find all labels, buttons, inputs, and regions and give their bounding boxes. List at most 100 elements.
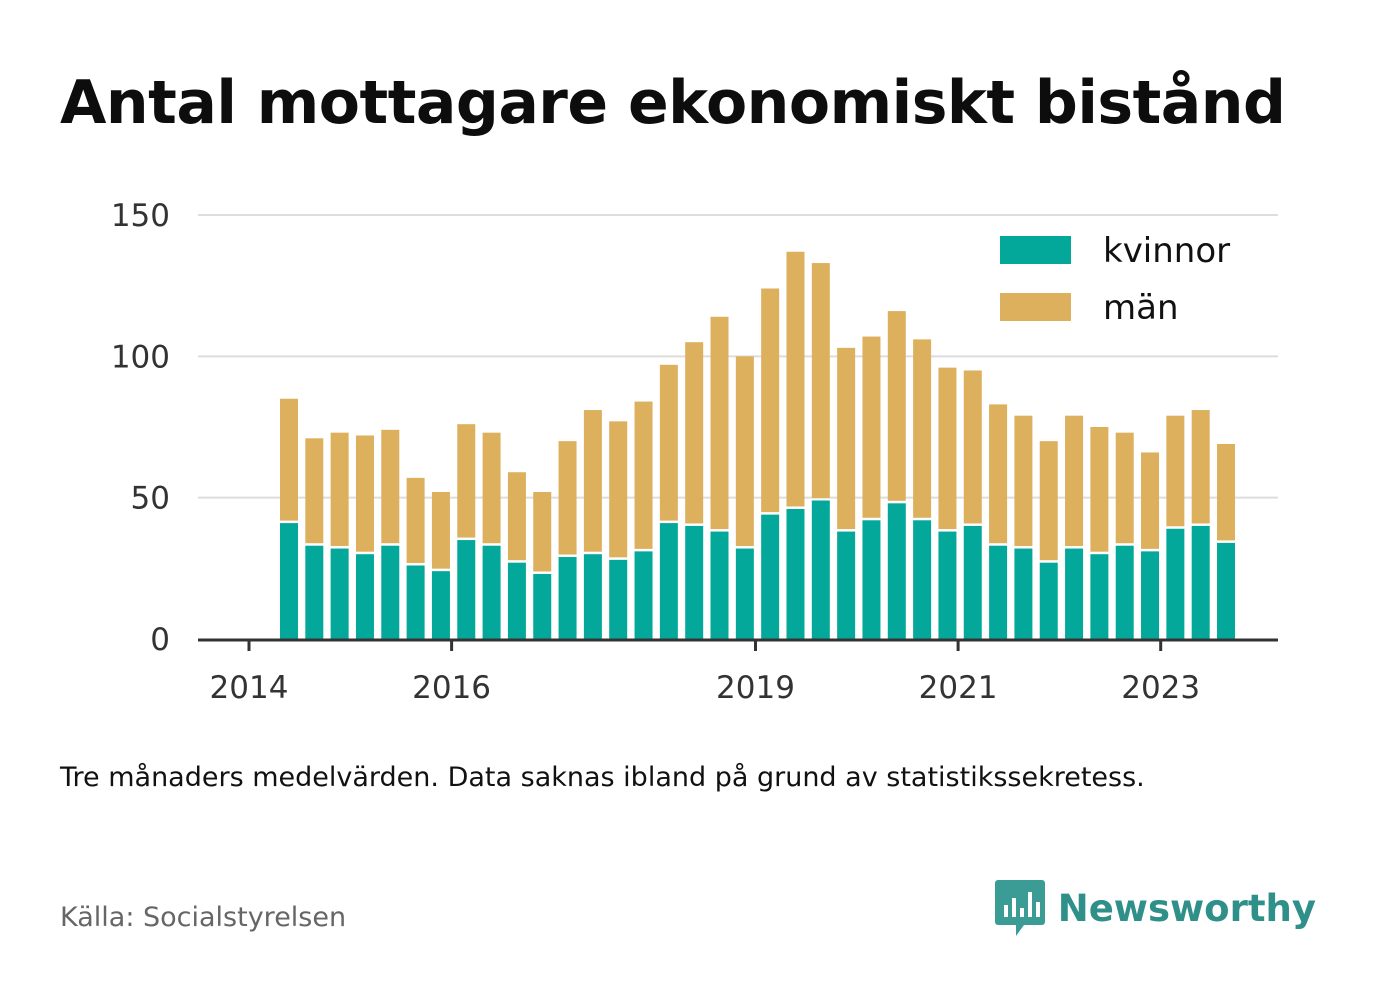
bar-kvinnor — [279, 523, 298, 639]
bar-man — [431, 492, 450, 569]
bar-kvinnor — [1166, 528, 1185, 639]
bar-kvinnor — [1191, 525, 1210, 639]
bar-kvinnor — [1115, 545, 1134, 639]
bar-kvinnor — [1039, 562, 1058, 639]
bar-man — [305, 438, 324, 544]
bar-kvinnor — [507, 562, 526, 639]
bar-kvinnor — [533, 573, 552, 639]
bar-man — [1166, 415, 1185, 527]
bar-man — [457, 424, 476, 538]
bar-man — [887, 311, 906, 501]
bar-kvinnor — [811, 500, 830, 639]
bar-man — [659, 364, 678, 521]
bar-kvinnor — [634, 551, 653, 639]
bar-man — [837, 347, 856, 530]
y-tick-label: 100 — [111, 339, 170, 375]
bar-kvinnor — [609, 559, 628, 639]
bar-kvinnor — [558, 557, 577, 639]
bar-kvinnor — [963, 525, 982, 639]
x-tick-label: 2014 — [210, 670, 289, 706]
bar-man — [710, 316, 729, 530]
bar-man — [558, 441, 577, 555]
bar-kvinnor — [1141, 551, 1160, 639]
bar-man — [761, 288, 780, 513]
legend: kvinnor män — [1000, 231, 1230, 328]
y-tick-label: 0 — [150, 622, 170, 658]
bar-man — [1039, 441, 1058, 561]
bar-man — [533, 492, 552, 572]
bar-man — [963, 370, 982, 524]
bar-man — [1115, 432, 1134, 544]
bar-man — [735, 356, 754, 547]
bar-man — [862, 336, 881, 518]
bar-man — [989, 404, 1008, 544]
bar-man — [938, 367, 957, 530]
bar-kvinnor — [913, 520, 932, 639]
x-tick-label: 2021 — [919, 670, 998, 706]
legend-label: kvinnor — [1103, 231, 1230, 271]
bar-man — [355, 435, 374, 552]
bar-kvinnor — [482, 545, 501, 639]
bar-kvinnor — [305, 545, 324, 639]
bar-kvinnor — [1014, 548, 1033, 639]
y-tick-label: 50 — [131, 481, 170, 517]
bar-man — [330, 432, 349, 547]
bar-kvinnor — [583, 554, 602, 639]
bar-kvinnor — [761, 514, 780, 639]
bar-kvinnor — [989, 545, 1008, 639]
x-axis: 2014 2016 2019 2021 2023 — [198, 638, 1278, 706]
x-tick-label: 2023 — [1121, 670, 1200, 706]
bar-man — [913, 339, 932, 518]
bar-man — [1191, 410, 1210, 524]
bar-man — [1090, 427, 1109, 552]
brand-name: Newsworthy — [1057, 886, 1316, 930]
bar-man — [279, 398, 298, 521]
bar-kvinnor — [1217, 542, 1236, 639]
bar-kvinnor — [938, 531, 957, 639]
bar-man — [685, 342, 704, 524]
chart-note: Tre månaders medelvärden. Data saknas ib… — [60, 762, 1145, 793]
bar-kvinnor — [1090, 554, 1109, 639]
bar-kvinnor — [887, 503, 906, 639]
bar-man — [1141, 452, 1160, 549]
bar-man — [381, 429, 400, 544]
legend-label: män — [1103, 288, 1179, 328]
bar-man — [634, 401, 653, 549]
bar-kvinnor — [1065, 548, 1084, 639]
bar-kvinnor — [355, 554, 374, 639]
bars — [279, 251, 1236, 639]
bar-man — [786, 251, 805, 507]
x-tick-label: 2016 — [412, 670, 491, 706]
bar-kvinnor — [710, 531, 729, 639]
bar-man — [583, 410, 602, 552]
bar-man — [1065, 415, 1084, 547]
bar-man — [811, 263, 830, 498]
y-axis-ticks: 0 50 100 150 — [111, 198, 170, 658]
x-tick-label: 2019 — [716, 670, 795, 706]
bar-man — [609, 421, 628, 558]
bar-kvinnor — [862, 520, 881, 639]
bar-man — [406, 477, 425, 564]
source-text: Källa: Socialstyrelsen — [60, 902, 347, 933]
bar-man — [482, 432, 501, 544]
bar-kvinnor — [659, 523, 678, 639]
brand: Newsworthy — [994, 878, 1316, 938]
chart-title: Antal mottagare ekonomiskt bistånd — [60, 68, 1286, 138]
legend-swatch — [1000, 236, 1071, 264]
newsworthy-logo-icon — [994, 880, 1045, 936]
bar-kvinnor — [685, 525, 704, 639]
bar-kvinnor — [837, 531, 856, 639]
bar-kvinnor — [330, 548, 349, 639]
legend-swatch — [1000, 293, 1071, 321]
bar-man — [507, 472, 526, 561]
bar-kvinnor — [457, 540, 476, 639]
bar-kvinnor — [406, 565, 425, 639]
bar-kvinnor — [735, 548, 754, 639]
stacked-bar-chart: 0 50 100 150 2014 2016 2019 2021 2023 kvinnor mä… — [111, 198, 1278, 706]
bar-kvinnor — [786, 508, 805, 639]
bar-kvinnor — [431, 571, 450, 639]
y-tick-label: 150 — [111, 198, 170, 234]
bar-man — [1217, 443, 1236, 541]
bar-kvinnor — [381, 545, 400, 639]
bar-man — [1014, 415, 1033, 547]
